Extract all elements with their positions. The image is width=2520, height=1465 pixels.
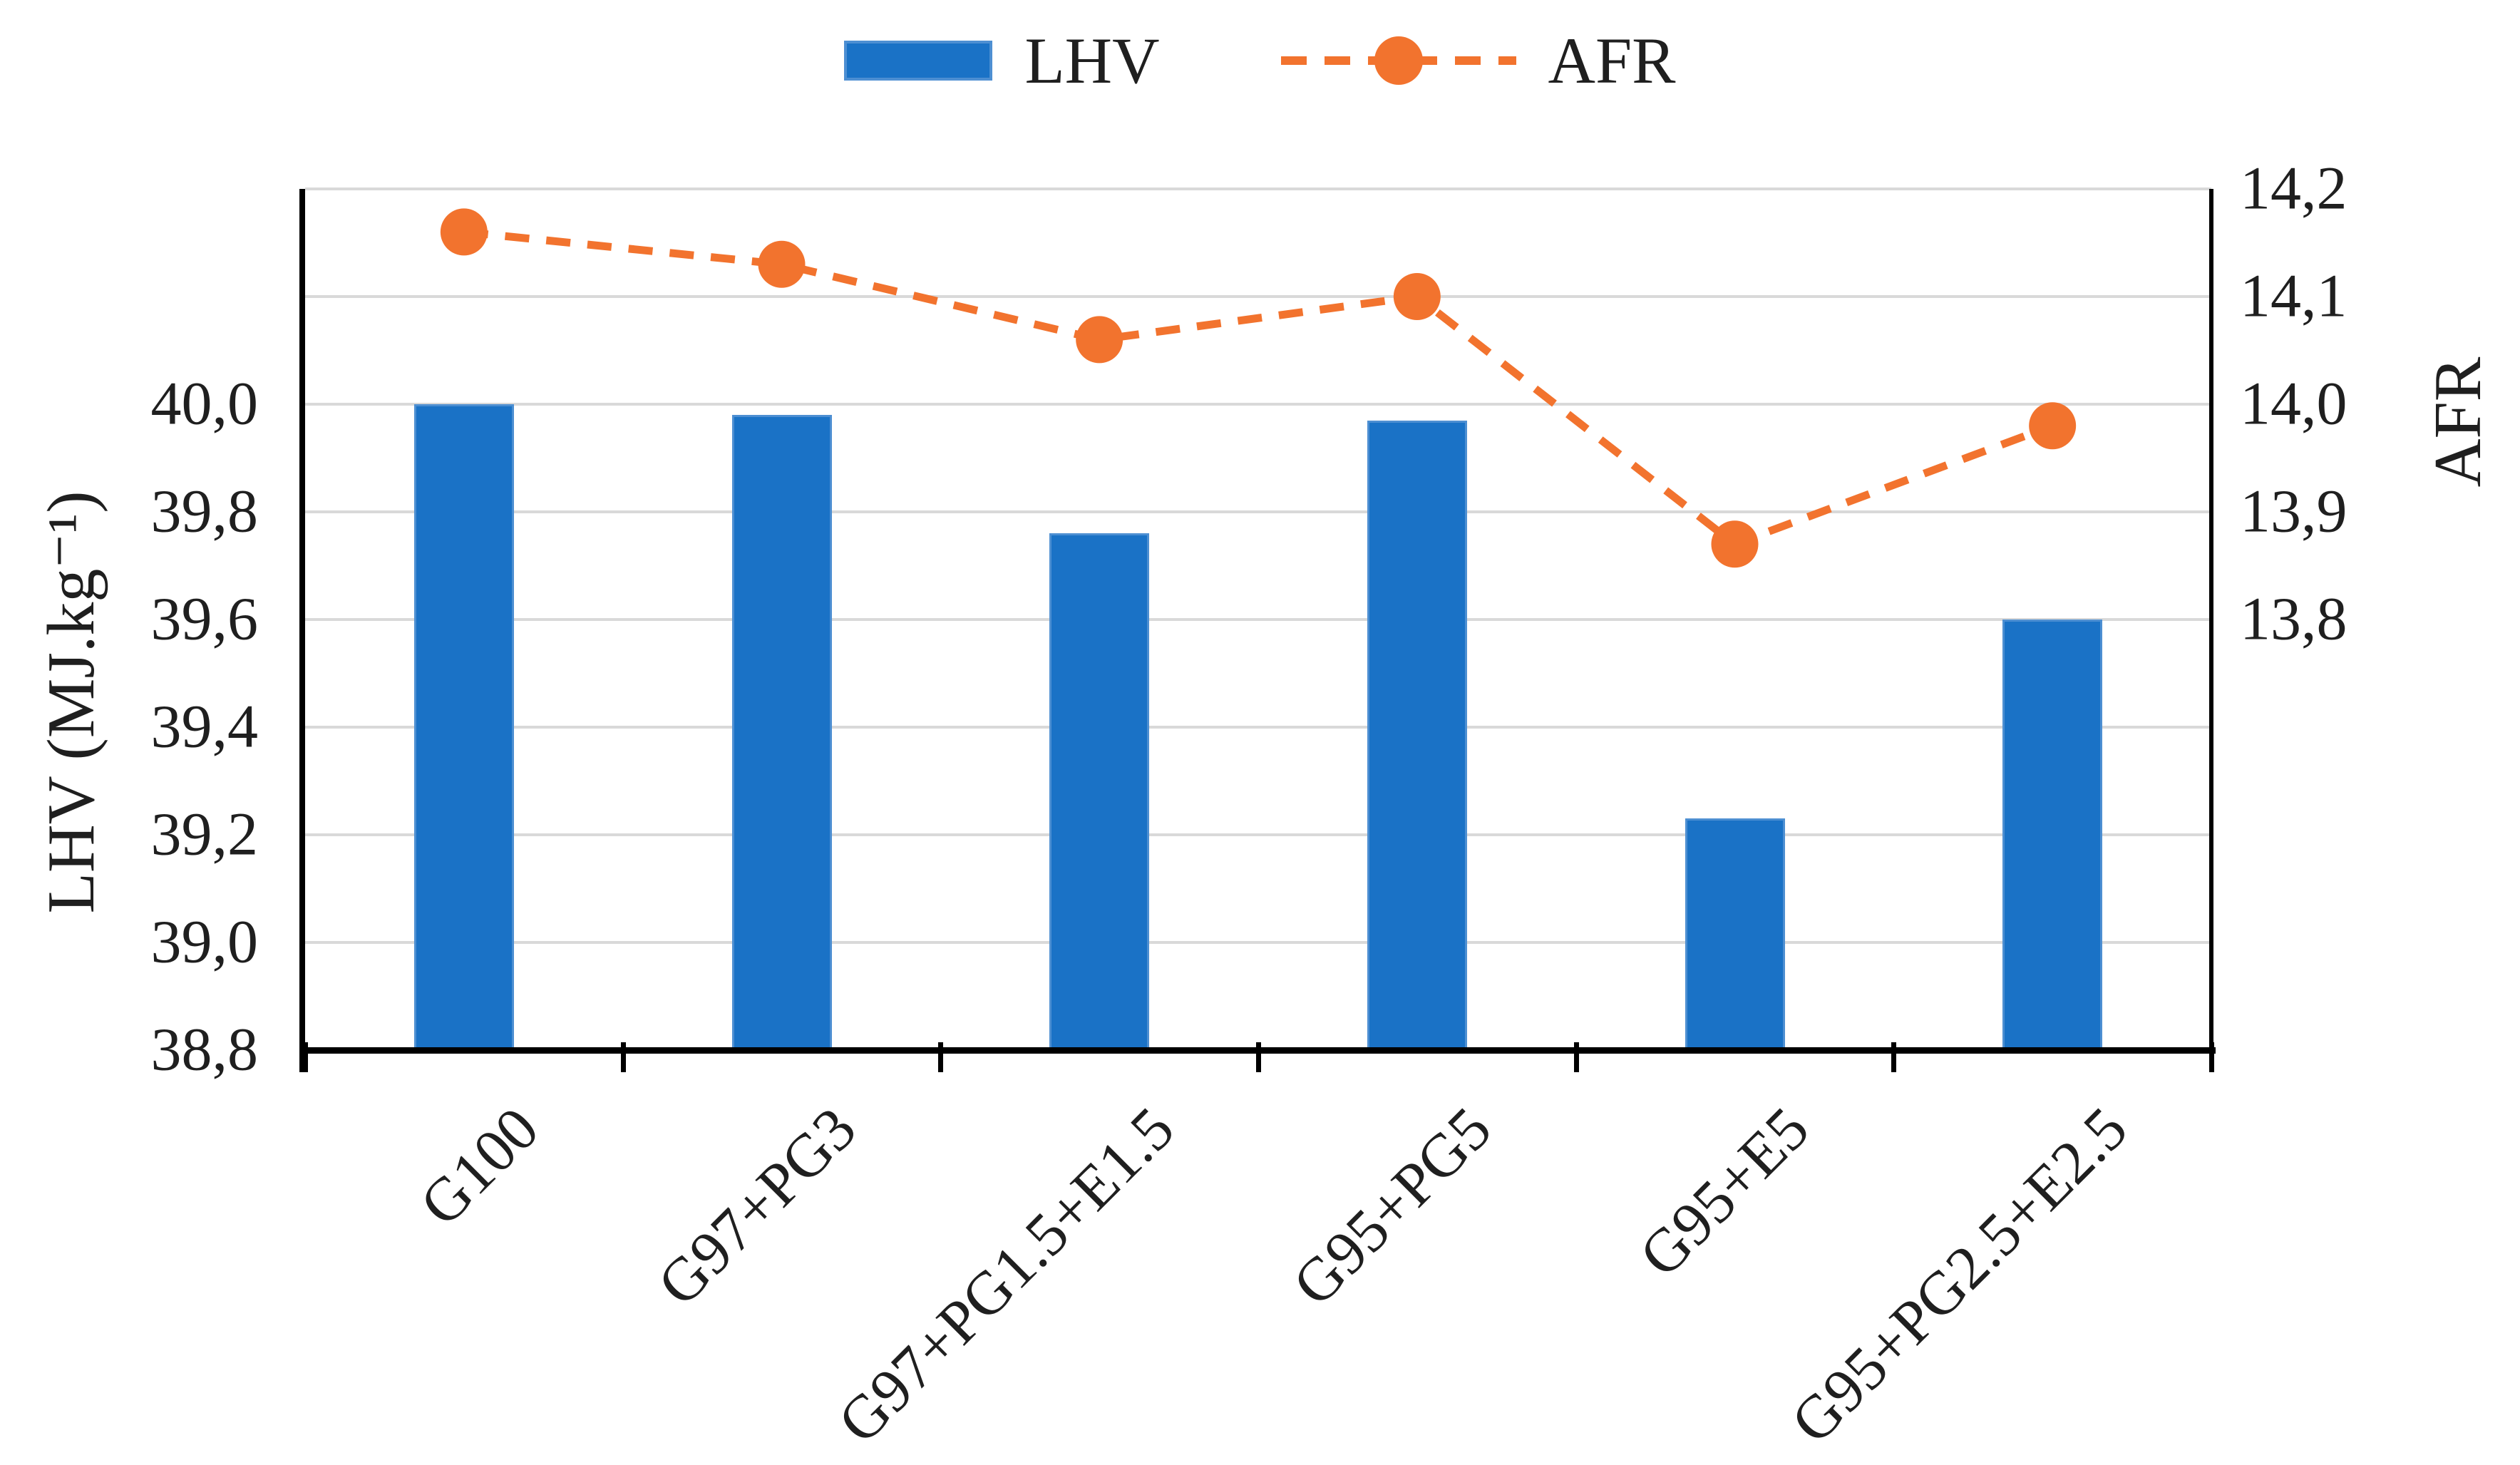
bar-G97+PG1.5+E1.5: [1049, 533, 1150, 1050]
gridline: [305, 187, 2211, 190]
left-axis-tick-label: 39,6: [150, 584, 259, 653]
plot-area: [305, 187, 2211, 1050]
left-axis-tick-label: 38,8: [150, 1014, 259, 1084]
x-axis-tick: [2209, 1042, 2214, 1072]
afr-marker-G95+E5: [1711, 520, 1759, 568]
legend-item-lhv: LHV: [844, 21, 1160, 100]
left-axis-tick-label: 39,4: [150, 692, 259, 761]
gridline: [305, 618, 2211, 621]
x-axis-tick: [1256, 1042, 1261, 1072]
right-axis-tick-label: 14,0: [2240, 369, 2347, 438]
gridline: [305, 833, 2211, 836]
category-label-G95+PG5: G95+PG5: [1280, 1094, 1505, 1319]
afr-marker-G95+PG2.5+E2.5: [2029, 402, 2077, 450]
afr-marker-G95+PG5: [1393, 273, 1441, 320]
x-axis-tick: [303, 1042, 308, 1072]
bar-G95+E5: [1685, 818, 1785, 1050]
left-axis-title: LHV (MJ.kg⁻¹): [34, 490, 108, 914]
afr-dashed-line: [463, 227, 2054, 549]
gridline: [305, 510, 2211, 513]
afr-marker-G100: [440, 208, 488, 256]
gridline: [305, 726, 2211, 729]
category-label-G95+E5: G95+E5: [1626, 1094, 1822, 1290]
afr-line-series: [440, 208, 2077, 568]
left-axis-tick-label: 39,2: [150, 799, 259, 868]
x-axis-tick: [1573, 1042, 1579, 1072]
afr-marker-G97+PG3: [758, 240, 806, 288]
gridline: [305, 295, 2211, 298]
category-label-G97+PG1.5+E1.5: G97+PG1.5+E1.5: [824, 1094, 1187, 1456]
right-axis-tick-label: 13,9: [2240, 476, 2347, 545]
legend-item-afr: AFR: [1280, 21, 1676, 100]
bar-G95+PG2.5+E2.5: [2002, 620, 2103, 1050]
left-axis-tick-label: 39,8: [150, 476, 259, 545]
legend-lhv-bar-swatch-icon: [844, 41, 993, 81]
legend-lhv-label: LHV: [1024, 24, 1160, 97]
x-axis-tick: [620, 1042, 626, 1072]
x-axis-tick: [938, 1042, 944, 1072]
afr-marker-G97+PG1.5+E1.5: [1076, 316, 1123, 364]
right-frame-line: [2209, 189, 2213, 1052]
x-axis-tick: [1891, 1042, 1897, 1072]
category-label-G100: G100: [406, 1094, 552, 1239]
bar-G97+PG3: [731, 415, 832, 1050]
legend: LHV AFR: [0, 21, 2520, 100]
bar-G95+PG5: [1367, 420, 1467, 1050]
legend-afr-label: AFR: [1548, 24, 1676, 97]
left-axis-tick-label: 40,0: [150, 369, 259, 438]
right-axis-tick-label: 14,2: [2240, 153, 2347, 222]
left-axis-tick-label: 39,0: [150, 907, 259, 976]
gridline: [305, 941, 2211, 944]
right-axis-tick-label: 13,8: [2240, 584, 2347, 653]
legend-afr-line-marker-icon: [1280, 36, 1516, 86]
category-label-G97+PG3: G97+PG3: [644, 1094, 869, 1319]
left-axis-line: [299, 189, 305, 1072]
right-axis-tick-label: 14,1: [2240, 261, 2347, 330]
right-axis-title: AFR: [2421, 356, 2495, 488]
bar-G100: [413, 404, 514, 1050]
gridline: [305, 403, 2211, 406]
category-label-G95+PG2.5+E2.5: G95+PG2.5+E2.5: [1777, 1094, 2140, 1456]
